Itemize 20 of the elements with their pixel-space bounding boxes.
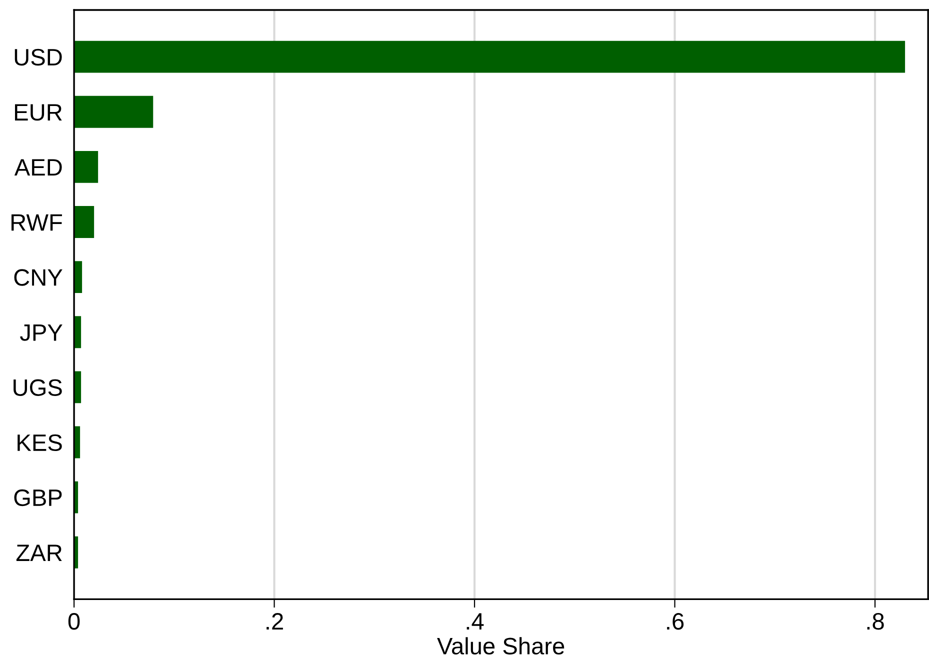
y-tick-label: AED	[14, 159, 62, 176]
x-tick-label: 0	[68, 613, 80, 630]
y-tick-label: JPY	[20, 324, 62, 341]
bar	[74, 206, 94, 238]
y-tick-label: CNY	[14, 269, 62, 286]
x-tick-label: .4	[466, 613, 484, 630]
y-tick-label: USD	[14, 48, 62, 66]
bar	[74, 150, 98, 183]
x-tick-label: .2	[266, 613, 283, 630]
bar	[74, 40, 906, 73]
y-tick-label: RWF	[12, 214, 62, 231]
x-axis-title: Value Share	[437, 637, 564, 655]
y-tick-label: GBP	[14, 489, 62, 506]
y-tick-label: KES	[18, 434, 62, 452]
y-tick-label: ZAR	[16, 544, 62, 561]
x-tick-label: .6	[667, 613, 684, 630]
x-tick-label: .8	[867, 613, 884, 630]
bar	[74, 96, 154, 128]
y-tick-label: EUR	[15, 104, 62, 121]
y-tick-label: UGS	[14, 379, 62, 396]
